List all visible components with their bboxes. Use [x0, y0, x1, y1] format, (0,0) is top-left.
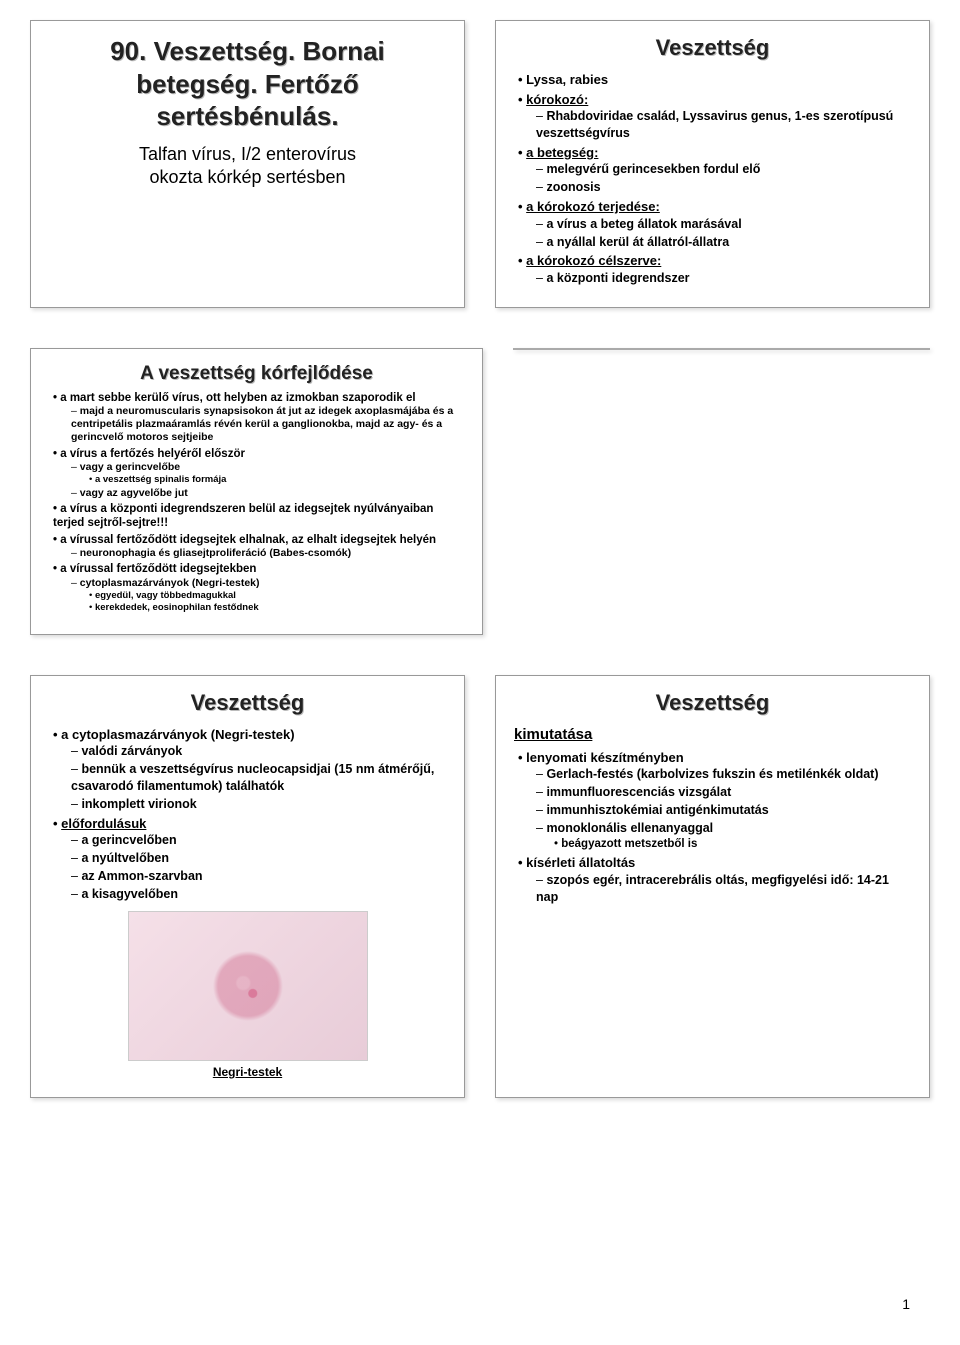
bullet-list: lenyomati készítményben Gerlach-festés (… — [514, 749, 911, 906]
subtitle: Talfan vírus, I/2 enterovírus okozta kór… — [49, 143, 446, 190]
bullet-lyssa: Lyssa, rabies — [526, 72, 608, 87]
slide-negri-testek: Veszettség a cytoplasmazárványok (Negri-… — [30, 675, 465, 1098]
bullet-celszerve: a kórokozó célszerve: — [526, 253, 661, 268]
bullet-egyedul: egyedül, vagy többedmagukkal — [95, 590, 236, 601]
bullet-monoklonalis: monoklonális ellenanyaggal — [546, 821, 713, 835]
bullet-list: a mart sebbe kerülő vírus, ott helyben a… — [49, 391, 464, 614]
bullet-melegveru: melegvérű gerincesekben fordul elő — [546, 162, 760, 176]
slide-kimutatasa: Veszettség kimutatása lenyomati készítmé… — [495, 675, 930, 1098]
bullet-gerincveloben: a gerincvelőben — [81, 833, 176, 847]
bullet-kiserleti: kísérleti állatoltás — [526, 855, 635, 870]
row-3: Veszettség a cytoplasmazárványok (Negri-… — [30, 675, 930, 1098]
bullet-gerlach: Gerlach-festés (karbolvizes fukszin és m… — [546, 767, 878, 781]
subtitle-line-2: okozta kórkép sertésben — [149, 167, 345, 187]
bullet-list: Lyssa, rabies kórokozó: Rhabdoviridae cs… — [514, 71, 911, 287]
bullet-gerincvelo: vagy a gerincvelőbe — [80, 461, 180, 473]
slide-title: A veszettség kórfejlődése — [49, 363, 464, 385]
bullet-rhabdo: Rhabdoviridae család, Lyssavirus genus, … — [536, 109, 893, 140]
bullet-neuronophagia: neuronophagia és gliasejtproliferáció (B… — [80, 547, 351, 559]
bullet-szopos-eger: szopós egér, intracerebrális oltás, megf… — [536, 873, 889, 904]
slide-title: Veszettség — [49, 690, 446, 716]
bullet-beagyazott: beágyazott metszetből is — [561, 838, 697, 850]
bullet-sejtrol-sejtre: a vírus a központi idegrendszeren belül … — [53, 503, 433, 529]
bullet-cyto-negri: a cytoplasmazárványok (Negri-testek) — [61, 727, 294, 742]
bullet-ammon: az Ammon-szarvban — [81, 869, 202, 883]
bullet-nyultveloben: a nyúltvelőben — [81, 851, 169, 865]
bullet-nucleocapsid: bennük a veszettségvírus nucleocapsidjai… — [71, 762, 434, 793]
bullet-list: a cytoplasmazárványok (Negri-testek) val… — [49, 726, 446, 903]
bullet-terjedes: a kórokozó terjedése: — [526, 199, 660, 214]
caption-negri: Negri-testek — [49, 1065, 446, 1079]
bullet-immunhiszto: immunhisztokémiai antigénkimutatás — [546, 803, 768, 817]
bullet-kozponti: a központi idegrendszer — [546, 271, 689, 285]
row-1: 90. Veszettség. Bornai betegség. Fertőző… — [30, 20, 930, 308]
bullet-korokozo: kórokozó: — [526, 92, 588, 107]
bullet-idegsejtekben: a vírussal fertőződött idegsejtekben — [60, 563, 256, 575]
bullet-nyal: a nyállal kerül át állatról-állatra — [546, 235, 729, 249]
image-babes-csomok: Babes-csomók — [513, 348, 930, 350]
title-line-1: 90. Veszettség. Bornai — [110, 36, 385, 66]
bullet-cytoplasma: cytoplasmazárványok (Negri-testek) — [80, 577, 260, 589]
title-line-2: betegség. Fertőző — [136, 69, 358, 99]
bullet-neuromusc: majd a neuromuscularis synapsisokon át j… — [71, 405, 453, 443]
row-2: A veszettség kórfejlődése a mart sebbe k… — [30, 348, 930, 635]
bullet-immunfluor: immunfluorescenciás vizsgálat — [546, 785, 731, 799]
title-line-3: sertésbénulás. — [156, 101, 338, 131]
bullet-elhalnak: a vírussal fertőződött idegsejtek elhaln… — [60, 534, 436, 546]
bullet-elofordulasuk: előfordulásuk — [61, 816, 146, 831]
bullet-betegseg: a betegség: — [526, 145, 598, 160]
main-title: 90. Veszettség. Bornai betegség. Fertőző… — [49, 35, 446, 133]
bullet-mart-sebbe: a mart sebbe kerülő vírus, ott helyben a… — [60, 392, 415, 404]
bullet-kisagy: a kisagyvelőben — [81, 887, 178, 901]
bullet-spinalis: a veszettség spinalis formája — [95, 474, 226, 485]
bullet-inkomplett: inkomplett virionok — [81, 797, 196, 811]
bullet-zoonosis: zoonosis — [546, 180, 600, 194]
bullet-kerekdedek: kerekdedek, eosinophilan festődnek — [95, 602, 259, 613]
slide-title-card: 90. Veszettség. Bornai betegség. Fertőző… — [30, 20, 465, 308]
slide-veszettseg-overview: Veszettség Lyssa, rabies kórokozó: Rhabd… — [495, 20, 930, 308]
bullet-lenyomati: lenyomati készítményben — [526, 750, 684, 765]
image-negri-testek — [128, 911, 368, 1061]
subtitle-line-1: Talfan vírus, I/2 enterovírus — [139, 144, 356, 164]
bullet-agyvelo: vagy az agyvelőbe jut — [80, 487, 188, 499]
slide-title: Veszettség — [514, 690, 911, 716]
bullet-valodi: valódi zárványok — [81, 744, 182, 758]
slide-title: Veszettség — [514, 35, 911, 61]
subheading-kimutatasa: kimutatása — [514, 726, 911, 743]
bullet-maras: a vírus a beteg állatok marásával — [546, 217, 741, 231]
page-number: 1 — [902, 1296, 910, 1312]
slide-korfejlodes: A veszettség kórfejlődése a mart sebbe k… — [30, 348, 483, 635]
bullet-fertozes-hely: a vírus a fertőzés helyéről először — [60, 448, 245, 460]
